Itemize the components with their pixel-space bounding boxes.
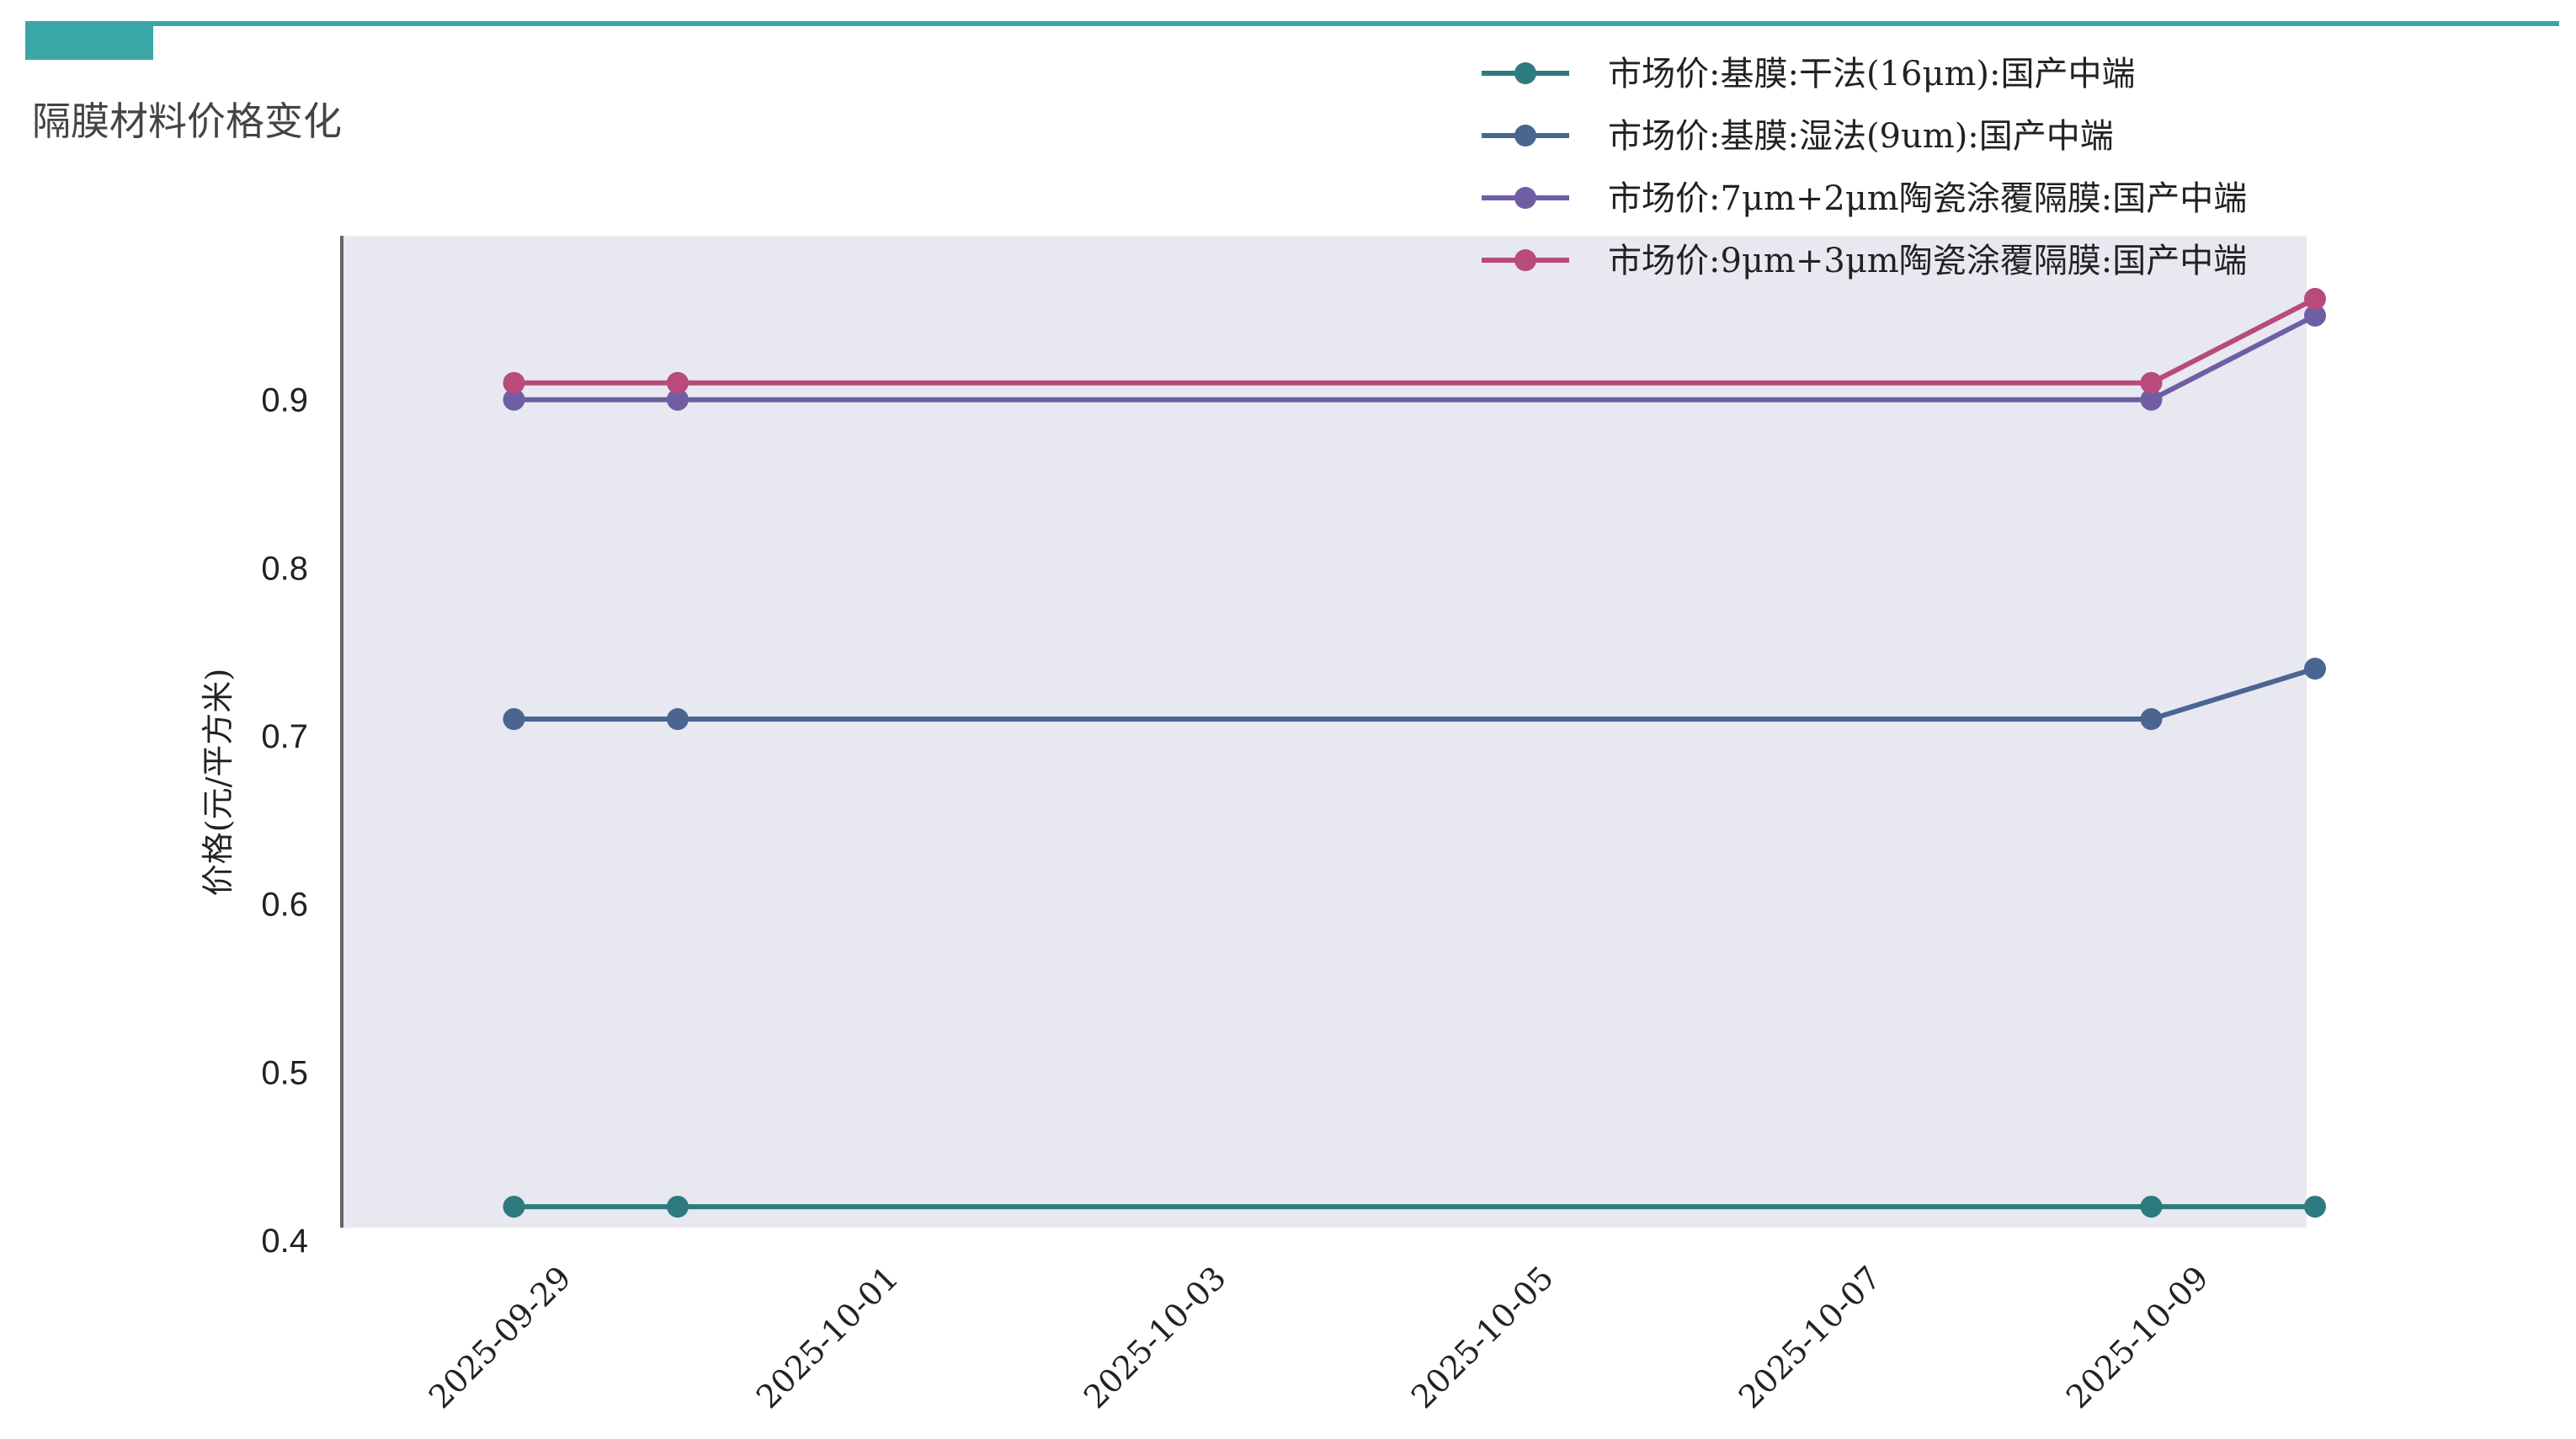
data-point <box>667 708 689 731</box>
series-layer <box>503 287 2326 1218</box>
legend-swatch-marker <box>1514 249 1536 271</box>
y-tick-label: 0.7 <box>261 718 308 755</box>
y-tick-label: 0.4 <box>261 1223 308 1260</box>
data-point <box>2304 1196 2326 1218</box>
legend-label: 市场价:基膜:湿法(9um):国产中端 <box>1608 117 2114 156</box>
x-tick-label: 2025-10-07 <box>1732 1259 1888 1415</box>
legend: 市场价:基膜:干法(16μm):国产中端市场价:基膜:湿法(9um):国产中端市… <box>1482 55 2247 280</box>
series-group <box>503 1196 2326 1218</box>
legend-swatch-marker <box>1514 62 1536 84</box>
y-tick-label: 0.6 <box>261 887 308 924</box>
y-axis-label: 价格(元/平方米) <box>200 669 237 896</box>
data-point <box>2140 388 2163 411</box>
data-point <box>667 388 689 411</box>
x-tick-label: 2025-10-09 <box>2059 1259 2216 1415</box>
series-line <box>514 296 2317 386</box>
data-point <box>2140 708 2163 731</box>
data-point <box>2304 304 2326 327</box>
series-group <box>503 658 2326 731</box>
data-point <box>667 371 689 394</box>
legend-label: 市场价:9μm+3μm陶瓷涂覆隔膜:国产中端 <box>1608 242 2247 280</box>
page-title: 隔膜材料价格变化 <box>32 99 342 144</box>
legend-item: 市场价:基膜:湿法(9um):国产中端 <box>1482 117 2114 156</box>
y-tick-label: 0.9 <box>261 382 308 419</box>
y-tick-label: 0.8 <box>261 550 308 587</box>
legend-item: 市场价:9μm+3μm陶瓷涂覆隔膜:国产中端 <box>1482 242 2247 280</box>
legend-label: 市场价:基膜:干法(16μm):国产中端 <box>1608 55 2135 93</box>
x-axis-ticks: 2025-09-29 2025-10-01 2025-10-03 2025-10-05… <box>422 1259 2216 1415</box>
series-group <box>503 287 2326 394</box>
series-line <box>514 313 2317 402</box>
legend-swatch-marker <box>1514 187 1536 209</box>
data-point <box>2304 658 2326 680</box>
series-group <box>503 304 2326 411</box>
x-tick-label: 2025-10-05 <box>1404 1259 1561 1415</box>
data-point <box>503 708 525 731</box>
x-tick-label: 2025-10-01 <box>749 1259 906 1415</box>
data-point <box>503 388 525 411</box>
header-accent-tab <box>25 21 153 60</box>
data-point <box>2140 371 2163 394</box>
data-point <box>503 1196 525 1218</box>
series-line <box>514 666 2316 722</box>
legend-swatch-marker <box>1514 125 1536 147</box>
y-tick-label: 0.5 <box>261 1054 308 1091</box>
data-point <box>2140 1196 2163 1218</box>
legend-item: 市场价:7μm+2μm陶瓷涂覆隔膜:国产中端 <box>1482 179 2247 218</box>
x-tick-label: 2025-10-03 <box>1077 1259 1233 1415</box>
data-point <box>667 1196 689 1218</box>
x-tick-label: 2025-09-29 <box>422 1259 578 1415</box>
legend-label: 市场价:7μm+2μm陶瓷涂覆隔膜:国产中端 <box>1608 179 2247 218</box>
data-point <box>2304 287 2326 310</box>
y-axis-ticks: 0.4 0.5 0.6 0.7 0.8 0.9 <box>261 382 308 1260</box>
header-accent-line <box>25 21 2559 26</box>
data-point <box>503 371 525 394</box>
legend-item: 市场价:基膜:干法(16μm):国产中端 <box>1482 55 2135 93</box>
